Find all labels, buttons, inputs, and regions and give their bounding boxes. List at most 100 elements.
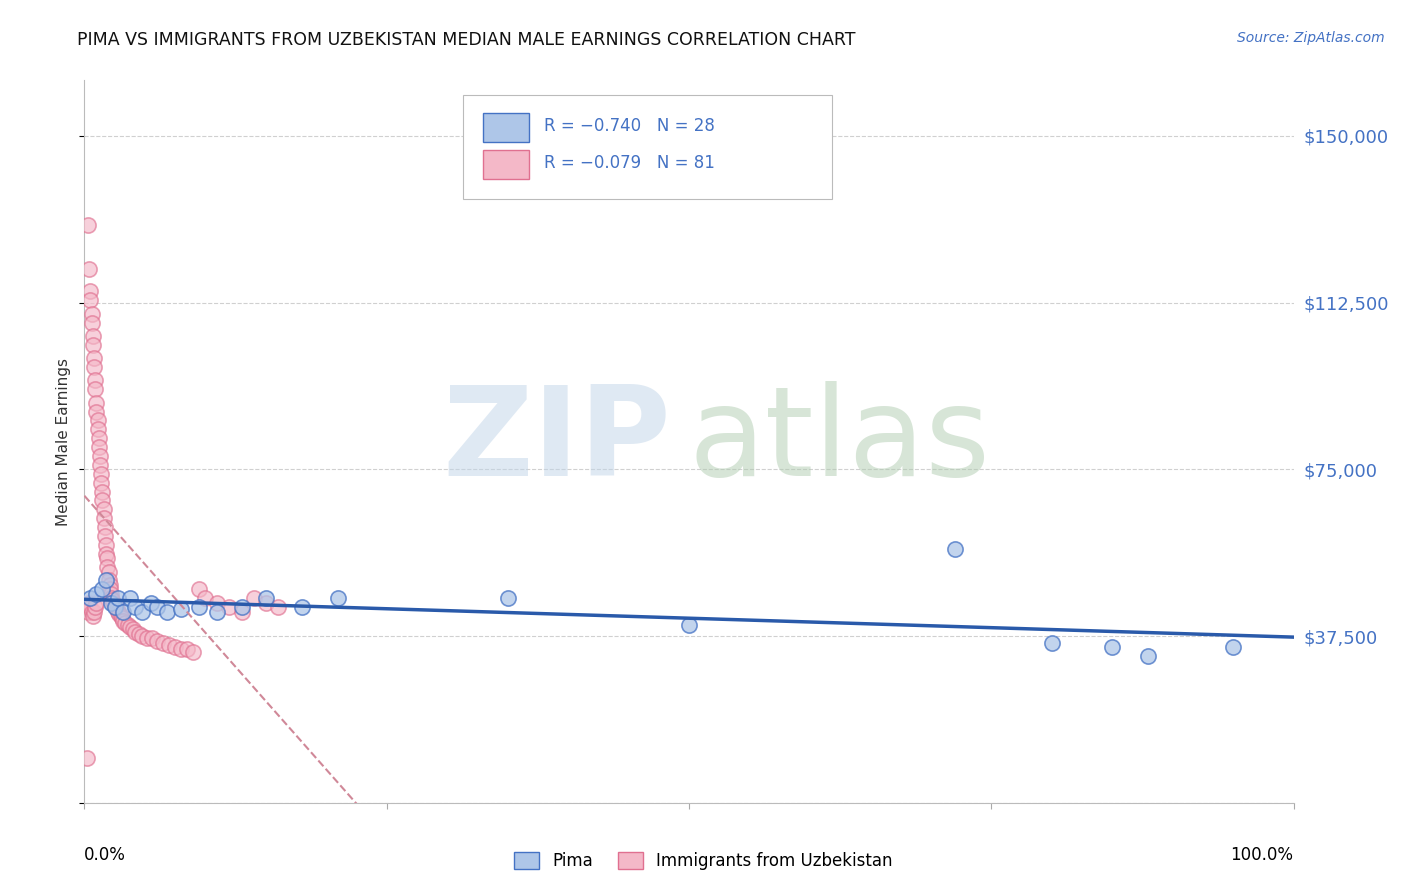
Point (93, 511, 115, 525)
Point (207, 596, 229, 610)
Point (83, 351, 105, 366)
Point (82, 338, 104, 352)
Text: R = −0.740   N = 28: R = −0.740 N = 28 (544, 117, 714, 135)
Point (131, 629, 153, 643)
Point (231, 600, 253, 615)
Point (79, 293, 101, 308)
Point (943, 542, 966, 557)
Point (101, 593, 124, 607)
Text: Source: ZipAtlas.com: Source: ZipAtlas.com (1237, 31, 1385, 45)
Point (188, 600, 211, 615)
Point (86, 587, 108, 601)
FancyBboxPatch shape (484, 151, 529, 179)
Text: ZIP: ZIP (441, 381, 671, 502)
Point (181, 645, 204, 659)
Point (110, 609, 132, 624)
FancyBboxPatch shape (463, 95, 831, 200)
Point (77, 262, 100, 277)
Point (120, 620, 142, 634)
Point (77, 596, 100, 610)
Point (141, 632, 163, 646)
Text: atlas: atlas (689, 381, 991, 502)
Point (77, 218, 100, 232)
Point (242, 591, 264, 606)
Point (100, 596, 122, 610)
Point (291, 600, 314, 615)
Text: 100.0%: 100.0% (1230, 847, 1294, 864)
Point (218, 600, 240, 615)
Point (146, 633, 169, 648)
Point (165, 640, 187, 655)
Point (79, 591, 101, 606)
Point (254, 591, 277, 606)
Point (94, 547, 117, 561)
Point (86, 422, 108, 436)
Point (84, 373, 107, 387)
Point (89, 449, 111, 463)
Point (170, 642, 193, 657)
Point (94, 529, 117, 543)
Point (87, 431, 110, 445)
Point (254, 596, 277, 610)
Point (104, 600, 127, 615)
Point (84, 600, 107, 615)
Point (111, 611, 134, 625)
FancyBboxPatch shape (484, 112, 529, 142)
Point (678, 618, 700, 632)
Point (107, 591, 129, 606)
Point (124, 600, 146, 615)
Point (100, 587, 122, 601)
Point (98, 582, 121, 597)
Point (117, 618, 139, 632)
Point (91, 493, 114, 508)
Point (86, 596, 108, 610)
Point (97, 574, 120, 588)
Point (1222, 640, 1244, 655)
Point (76, 751, 98, 765)
Point (84, 382, 107, 396)
Point (80, 605, 103, 619)
Point (89, 458, 111, 472)
Point (121, 623, 143, 637)
Point (93, 502, 115, 516)
Point (77, 605, 100, 619)
Point (496, 591, 519, 606)
Point (96, 551, 118, 566)
Point (328, 591, 350, 606)
Point (139, 596, 162, 610)
Point (124, 624, 146, 639)
Point (86, 413, 108, 427)
Point (194, 591, 217, 606)
Point (83, 360, 105, 375)
Point (91, 582, 114, 597)
Point (98, 578, 121, 592)
Point (94, 538, 117, 552)
Point (157, 638, 180, 652)
Point (267, 600, 290, 615)
Point (97, 565, 120, 579)
Point (104, 600, 127, 615)
Point (231, 605, 253, 619)
Point (91, 484, 114, 499)
Point (104, 598, 127, 612)
Point (112, 605, 135, 619)
Point (1040, 636, 1063, 650)
Point (170, 602, 193, 616)
Point (108, 607, 131, 621)
Point (86, 404, 108, 418)
Text: 0.0%: 0.0% (84, 847, 127, 864)
Point (96, 560, 118, 574)
Point (80, 307, 103, 321)
Point (146, 600, 169, 615)
Point (112, 614, 135, 628)
Y-axis label: Median Male Earnings: Median Male Earnings (56, 358, 72, 525)
Point (114, 615, 136, 630)
Point (90, 467, 112, 481)
Text: PIMA VS IMMIGRANTS FROM UZBEKISTAN MEDIAN MALE EARNINGS CORRELATION CHART: PIMA VS IMMIGRANTS FROM UZBEKISTAN MEDIA… (77, 31, 856, 49)
Point (1101, 640, 1123, 655)
Text: R = −0.079   N = 81: R = −0.079 N = 81 (544, 154, 714, 172)
Legend: Pima, Immigrants from Uzbekistan: Pima, Immigrants from Uzbekistan (508, 845, 898, 877)
Point (1137, 649, 1160, 664)
Point (100, 591, 122, 606)
Point (131, 605, 153, 619)
